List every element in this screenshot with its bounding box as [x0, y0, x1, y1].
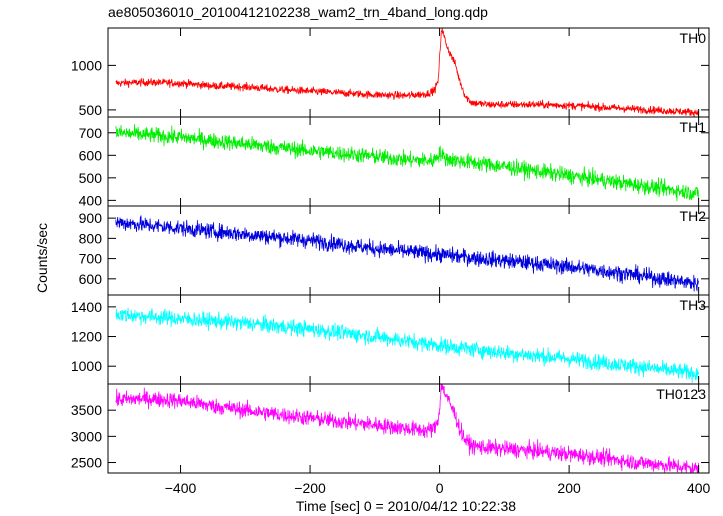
y-tick-label: 400	[79, 192, 103, 208]
panel-th0: TH0 500 1000	[71, 27, 710, 118]
panels-group: TH0 500 1000 TH1 400 500 600 700 TH2 600 700 800 900…	[71, 27, 711, 496]
y-tick-label: 2500	[71, 455, 102, 471]
y-tick-label: 600	[79, 147, 103, 163]
series-line-th1	[115, 124, 699, 202]
panel-label: TH0123	[656, 386, 706, 402]
x-tick-label: 200	[557, 480, 581, 496]
x-tick-label: 0	[436, 480, 444, 496]
x-tick-label: −400	[165, 480, 197, 496]
panel-label: TH3	[680, 297, 707, 313]
y-tick-label: 3000	[71, 428, 102, 444]
panel-th3: TH3 1000 1200 1400	[71, 294, 710, 385]
panel-frame	[107, 27, 710, 118]
series-line-th0	[115, 28, 699, 117]
y-tick-label: 1000	[71, 358, 102, 374]
y-tick-label: 700	[79, 125, 103, 141]
x-tick-label: 400	[687, 480, 711, 496]
series-line-th3	[115, 307, 699, 383]
panel-frame	[107, 116, 710, 207]
y-tick-label: 3500	[71, 402, 102, 418]
y-tick-label: 900	[79, 210, 103, 226]
panel-th2: TH2 600 700 800 900	[79, 205, 710, 296]
x-axis-label: Time [sec] 0 = 2010/04/12 10:22:38	[296, 498, 516, 514]
series-line-th0123	[115, 384, 699, 473]
y-tick-label: 700	[79, 251, 103, 267]
panel-th1: TH1 400 500 600 700	[79, 116, 710, 208]
y-tick-label: 600	[79, 271, 103, 287]
panel-th0123: TH0123 2500 3000 3500	[71, 383, 710, 474]
y-tick-label: 1200	[71, 329, 102, 345]
panel-label: TH0	[680, 30, 707, 46]
y-tick-label: 1000	[71, 57, 102, 73]
y-tick-label: 800	[79, 230, 103, 246]
y-tick-label: 1400	[71, 299, 102, 315]
panel-frame	[107, 383, 710, 474]
y-tick-label: 500	[79, 102, 103, 118]
x-tick-label: −200	[294, 480, 326, 496]
y-axis-label: Counts/sec	[34, 223, 50, 293]
series-line-th2	[115, 215, 699, 292]
chart-title: ae805036010_20100412102238_wam2_trn_4ban…	[108, 4, 488, 20]
panel-label: TH2	[680, 208, 707, 224]
y-tick-label: 500	[79, 170, 103, 186]
panel-label: TH1	[680, 119, 707, 135]
